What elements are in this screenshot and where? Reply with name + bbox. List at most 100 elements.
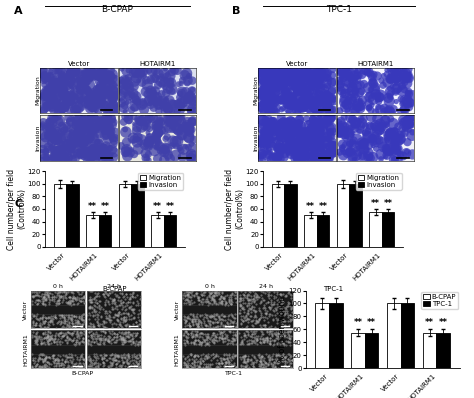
Point [192, 332, 200, 338]
Point [307, 79, 315, 86]
Point [320, 157, 328, 163]
Point [180, 358, 187, 365]
Point [63, 364, 71, 370]
Point [280, 105, 287, 111]
Point [34, 357, 41, 363]
Point [39, 301, 46, 307]
Point [392, 89, 400, 95]
Point [317, 98, 325, 104]
Point [132, 94, 140, 100]
Point [191, 365, 199, 371]
Point [184, 125, 191, 131]
Point [77, 72, 85, 78]
Point [126, 338, 134, 345]
Point [210, 300, 217, 306]
Point [38, 351, 46, 358]
Point [217, 298, 224, 304]
Point [400, 72, 407, 78]
Point [196, 364, 203, 371]
Point [177, 80, 185, 87]
Point [217, 293, 224, 299]
Point [83, 97, 91, 103]
Point [67, 71, 74, 78]
Point [102, 290, 110, 296]
Point [110, 338, 118, 345]
Point [90, 357, 97, 364]
Point [157, 74, 165, 80]
Title: 24 h: 24 h [107, 285, 121, 289]
Point [268, 355, 276, 362]
Point [181, 359, 188, 366]
Point [91, 316, 99, 322]
Point [79, 295, 86, 301]
Point [117, 297, 125, 304]
Point [236, 310, 244, 316]
Point [119, 351, 127, 358]
Point [117, 334, 124, 341]
Point [121, 108, 129, 115]
Point [210, 340, 218, 347]
Point [101, 324, 109, 330]
Point [272, 355, 279, 362]
Point [386, 149, 393, 155]
Point [122, 351, 129, 358]
Point [74, 113, 82, 120]
Point [293, 129, 301, 135]
Point [237, 316, 245, 322]
Point [346, 114, 354, 121]
Point [258, 150, 266, 157]
Point [150, 105, 157, 111]
Point [268, 304, 275, 310]
Bar [86, 215, 99, 247]
Point [43, 334, 51, 341]
Point [178, 132, 185, 139]
Point [51, 312, 59, 318]
Point [38, 364, 46, 370]
Point [49, 351, 56, 358]
Point [255, 317, 263, 324]
Point [346, 133, 353, 139]
Point [190, 321, 197, 328]
Point [42, 296, 50, 302]
Point [297, 149, 305, 155]
Point [287, 127, 295, 133]
Point [344, 89, 352, 95]
Point [44, 291, 52, 298]
Point [137, 137, 145, 143]
Point [186, 323, 194, 329]
Point [57, 293, 65, 299]
Point [281, 322, 288, 328]
Point [110, 320, 118, 326]
Point [48, 88, 55, 94]
Point [116, 319, 124, 326]
Point [100, 323, 107, 330]
Point [49, 100, 56, 106]
Point [64, 329, 71, 336]
Point [346, 156, 354, 163]
Point [41, 334, 49, 340]
Point [152, 75, 159, 82]
Point [127, 337, 134, 343]
Point [86, 323, 94, 330]
Point [229, 323, 237, 329]
Point [210, 319, 217, 326]
Point [225, 359, 233, 365]
Point [218, 293, 225, 299]
Point [40, 82, 48, 88]
Point [200, 364, 207, 371]
Point [371, 91, 378, 98]
Point [339, 141, 346, 147]
Point [77, 291, 85, 297]
Point [266, 335, 273, 341]
Point [278, 339, 285, 345]
Point [192, 330, 200, 337]
Point [258, 139, 266, 146]
Point [260, 136, 267, 142]
Point [208, 295, 216, 301]
Point [238, 317, 246, 323]
Point [285, 335, 292, 341]
Point [349, 88, 356, 94]
Point [90, 324, 97, 331]
Point [195, 363, 202, 369]
Point [124, 83, 132, 90]
